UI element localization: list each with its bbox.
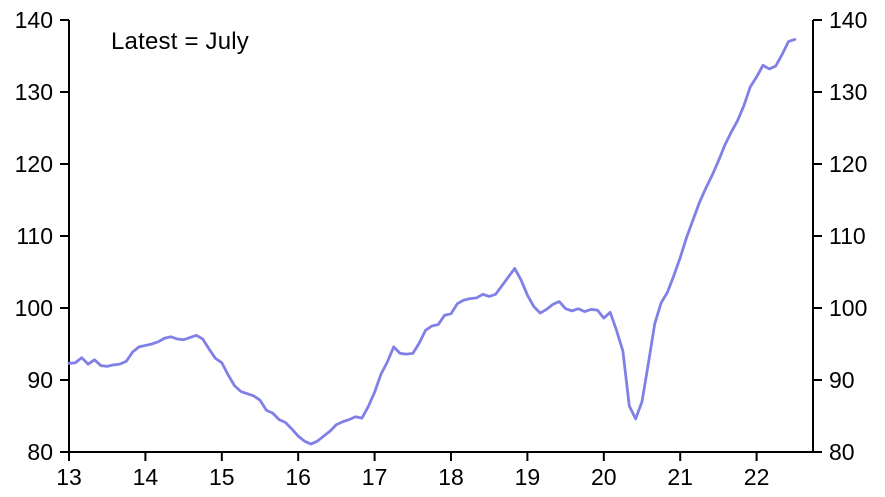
y-tick-label-right: 130	[829, 79, 867, 105]
y-tick-label-left: 140	[15, 7, 53, 33]
y-tick-label-left: 90	[27, 367, 53, 393]
latest-annotation: Latest = July	[111, 28, 250, 55]
y-tick-label-left: 120	[15, 151, 53, 177]
data-line	[67, 38, 797, 446]
x-tick-label: 18	[438, 464, 464, 490]
x-tick-label: 13	[56, 464, 82, 490]
y-tick-label-right: 90	[829, 367, 855, 393]
y-tick-label-right: 80	[829, 439, 855, 465]
x-tick-label: 20	[591, 464, 617, 490]
x-tick-label: 14	[133, 464, 159, 490]
y-tick-label-right: 120	[829, 151, 867, 177]
y-tick-label-left: 130	[15, 79, 53, 105]
y-tick-label-left: 100	[15, 295, 53, 321]
x-tick-label: 16	[285, 464, 311, 490]
y-tick-label-left: 110	[16, 223, 53, 249]
y-tick-label-right: 110	[829, 223, 866, 249]
x-tick-label: 19	[515, 464, 541, 490]
y-tick-label-left: 80	[27, 439, 53, 465]
y-tick-label-right: 140	[829, 7, 867, 33]
x-tick-label: 17	[362, 464, 388, 490]
x-tick-label: 22	[744, 464, 770, 490]
x-tick-label: 21	[667, 464, 693, 490]
x-tick-label: 15	[209, 464, 235, 490]
y-tick-label-right: 100	[829, 295, 867, 321]
